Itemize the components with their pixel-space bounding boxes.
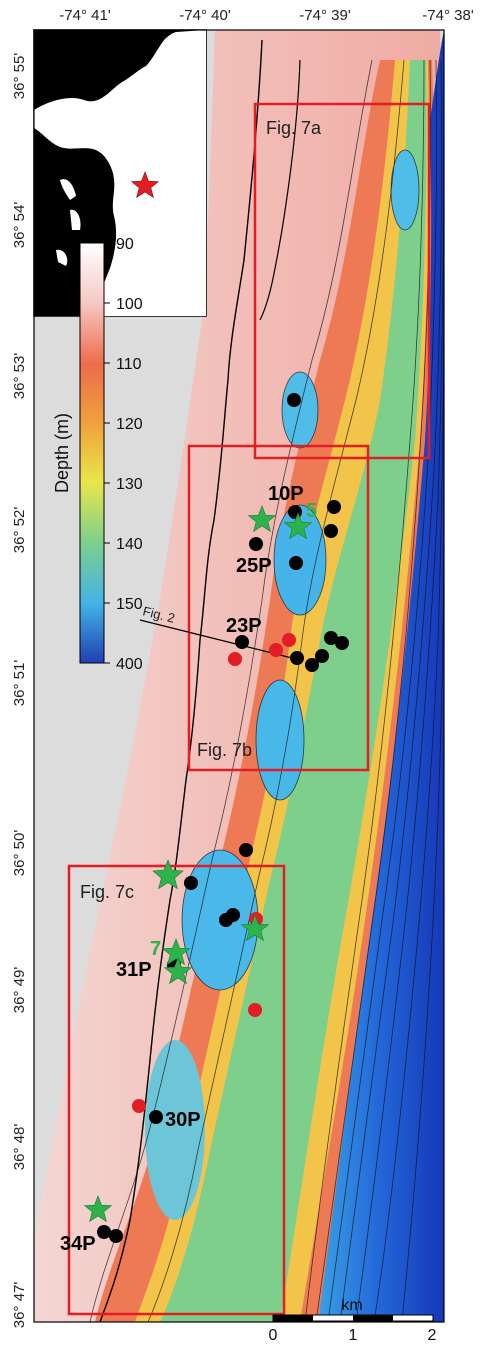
black-site-marker	[289, 556, 303, 570]
black-site-marker	[249, 537, 263, 551]
site-label-30p: 30P	[165, 1109, 201, 1131]
black-site-marker	[305, 658, 319, 672]
green-star-icon	[152, 859, 184, 890]
site-label-31p: 31P	[116, 959, 152, 981]
fig7b-label: Fig. 7b	[197, 740, 252, 760]
site-label-23p: 23P	[226, 615, 262, 637]
shoal-outline	[99, 39, 263, 1322]
colorbar-tick: 130	[116, 476, 143, 493]
green-star-icon	[161, 938, 191, 966]
black-site-marker	[290, 651, 304, 665]
black-site-marker	[288, 505, 302, 519]
black-site-marker	[109, 1229, 123, 1243]
scale-tick: 1	[349, 1327, 358, 1344]
location-star-icon	[130, 171, 160, 199]
colorbar-tick: 100	[116, 296, 143, 313]
site-label-10p: 10P	[268, 483, 304, 505]
ocean-area	[34, 30, 206, 316]
site-label-34p: 34P	[60, 1233, 96, 1255]
fig7b-box	[187, 444, 370, 772]
top-axis-label: -74° 41'	[59, 7, 111, 24]
red-site-marker	[132, 1099, 146, 1113]
colorbar: 90 100 110 120 130 140 150 400 Depth (m)	[52, 236, 143, 673]
fig7a-label: Fig. 7a	[266, 118, 322, 138]
black-site-marker	[315, 649, 329, 663]
black-site-marker	[184, 876, 198, 890]
red-site-marker	[248, 1003, 262, 1017]
contour-lines	[89, 59, 444, 1322]
top-axis-label: -74° 38'	[422, 7, 474, 24]
green-star-icon	[240, 914, 270, 942]
black-site-marker	[149, 1110, 163, 1124]
basin	[145, 1040, 205, 1220]
colorbar-tick: 150	[116, 596, 143, 613]
green-band	[160, 60, 427, 1322]
scale-unit: km	[341, 1297, 362, 1314]
star-label-5: 5	[306, 500, 317, 522]
top-axis: -74° 41' -74° 40' -74° 39' -74° 38'	[59, 7, 474, 24]
basin	[391, 150, 419, 230]
colorbar-tick: 90	[116, 236, 134, 253]
black-site-marker	[219, 913, 233, 927]
left-axis-label: 36° 50'	[11, 830, 28, 877]
yellow-band	[135, 60, 429, 1322]
top-axis-label: -74° 39'	[299, 7, 351, 24]
scale-bar: km 0 1 2	[269, 1297, 437, 1344]
left-axis-label: 36° 52'	[11, 507, 28, 554]
colorbar-tick: 400	[116, 656, 143, 673]
fig7c-label: Fig. 7c	[80, 882, 134, 902]
left-axis-label: 36° 53'	[11, 353, 28, 400]
green-stars	[83, 505, 313, 1223]
green-star-icon	[83, 1195, 113, 1223]
scale-tick: 0	[269, 1327, 278, 1344]
scale-tick: 2	[428, 1327, 437, 1344]
left-axis-label: 36° 55'	[11, 53, 28, 100]
black-site-marker	[324, 631, 338, 645]
black-site-marker	[324, 524, 338, 538]
left-axis-label: 36° 54'	[11, 202, 28, 249]
shoal-outline-inner	[259, 59, 301, 321]
top-axis-label: -74° 40'	[179, 7, 231, 24]
left-axis-label: 36° 49'	[11, 967, 28, 1014]
left-axis-label: 36° 51'	[11, 660, 28, 707]
green-star-icon	[163, 957, 193, 985]
black-site-marker	[239, 843, 253, 857]
red-site-marker	[228, 652, 242, 666]
black-site-marker	[287, 393, 301, 407]
red-site-marker	[282, 633, 296, 647]
black-site-marker	[235, 635, 249, 649]
left-axis-label: 36° 47'	[11, 1282, 28, 1329]
colorbar-title: Depth (m)	[52, 413, 72, 493]
deep-water	[318, 30, 444, 1322]
fig7c-box	[67, 864, 286, 1316]
black-site-marker	[327, 500, 341, 514]
figure-boxes	[67, 102, 431, 1316]
red-site-marker	[269, 643, 283, 657]
black-site-marker	[335, 636, 349, 650]
site-label-25p: 25P	[236, 555, 272, 577]
map-border	[33, 29, 445, 1323]
colorbar-tick: 120	[116, 416, 143, 433]
colorbar-tick: 110	[116, 356, 142, 373]
fig7a-box	[253, 102, 431, 460]
green-star-icon	[247, 505, 277, 533]
inset-map	[33, 29, 207, 317]
left-axis-label: 36° 48'	[11, 1124, 28, 1171]
green-star-icon	[283, 512, 313, 540]
colorbar-tick: 140	[116, 536, 143, 553]
left-axis: 36° 55' 36° 54' 36° 53' 36° 52' 36° 51' …	[11, 53, 28, 1329]
star-label-7: 7	[150, 938, 161, 960]
black-site-marker	[97, 1225, 111, 1239]
